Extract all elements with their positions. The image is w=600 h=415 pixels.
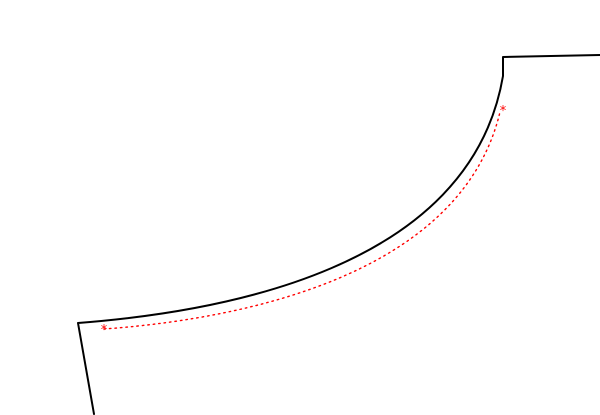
seam-start-marker: * bbox=[101, 323, 108, 338]
seam-start-marker-symbol: * bbox=[101, 323, 108, 338]
seam-end-marker: * bbox=[500, 104, 507, 119]
pattern-outline bbox=[77, 54, 600, 415]
seam-line bbox=[103, 111, 501, 330]
seam-end-marker-symbol: * bbox=[500, 104, 507, 119]
